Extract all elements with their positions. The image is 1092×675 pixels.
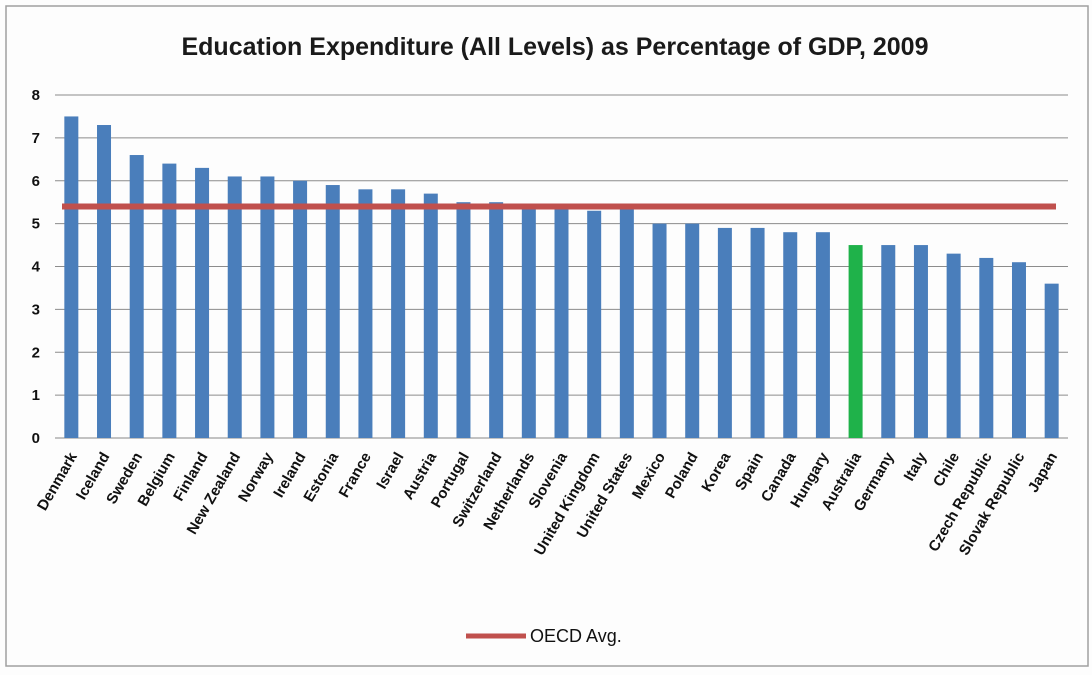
bar-italy bbox=[913, 245, 928, 438]
bar-poland bbox=[685, 223, 700, 438]
bar-belgium bbox=[162, 163, 177, 438]
bar-slovenia bbox=[554, 206, 569, 438]
bars bbox=[64, 116, 1059, 438]
y-tick-label: 1 bbox=[32, 387, 40, 404]
bar-israel bbox=[391, 189, 406, 438]
bar-slovak-republic bbox=[1011, 262, 1026, 438]
bar-sweden bbox=[129, 155, 144, 438]
bar-austria bbox=[423, 193, 438, 438]
y-axis-ticks: 0 1 2 3 4 5 6 7 8 bbox=[32, 87, 41, 447]
bar-finland bbox=[195, 167, 210, 438]
legend-label-oecd-avg: OECD Avg. bbox=[530, 626, 622, 646]
bar-japan bbox=[1044, 283, 1059, 438]
y-tick-label: 0 bbox=[32, 430, 40, 447]
bar-australia bbox=[848, 245, 863, 438]
bar-estonia bbox=[325, 185, 340, 438]
bar-korea bbox=[717, 227, 732, 438]
bar-switzerland bbox=[489, 202, 504, 438]
bar-netherlands bbox=[521, 206, 536, 438]
bar-united-states bbox=[619, 206, 634, 438]
bar-denmark bbox=[64, 116, 79, 438]
bar-germany bbox=[881, 245, 896, 438]
y-tick-label: 8 bbox=[32, 87, 40, 104]
bar-united-kingdom bbox=[587, 210, 602, 438]
y-tick-label: 2 bbox=[32, 344, 40, 361]
y-tick-label: 4 bbox=[32, 259, 41, 276]
chart-border bbox=[5, 5, 1089, 667]
bar-canada bbox=[783, 232, 798, 438]
bar-czech-republic bbox=[979, 257, 994, 438]
chart-title: Education Expenditure (All Levels) as Pe… bbox=[181, 33, 928, 61]
legend: OECD Avg. bbox=[466, 626, 622, 646]
bar-iceland bbox=[97, 125, 112, 438]
bar-new-zealand bbox=[227, 176, 242, 438]
bar-france bbox=[358, 189, 373, 438]
bar-chile bbox=[946, 253, 961, 438]
bar-mexico bbox=[652, 223, 667, 438]
bar-hungary bbox=[815, 232, 830, 438]
bar-norway bbox=[260, 176, 275, 438]
y-tick-label: 6 bbox=[32, 173, 40, 190]
bar-ireland bbox=[293, 180, 308, 438]
bar-spain bbox=[750, 227, 765, 438]
bar-portugal bbox=[456, 202, 471, 438]
y-tick-label: 5 bbox=[32, 216, 40, 233]
y-tick-label: 3 bbox=[32, 301, 40, 318]
y-tick-label: 7 bbox=[32, 130, 40, 147]
